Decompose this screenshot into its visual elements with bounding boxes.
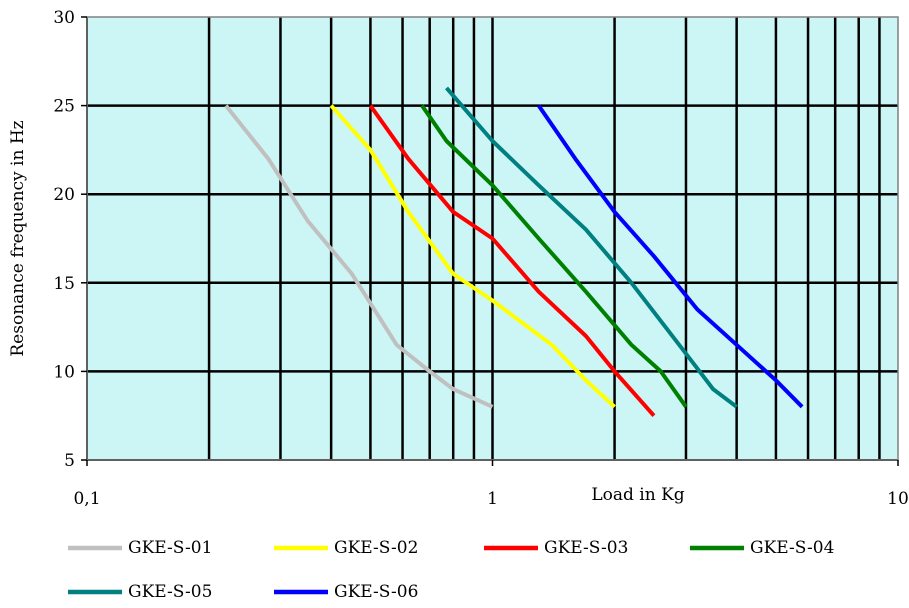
y-tick-label: 20 <box>53 185 75 205</box>
series-line-1 <box>224 104 494 409</box>
series-line-4 <box>420 104 688 408</box>
y-tick-label: 5 <box>64 451 75 471</box>
x-tick-label: 10 <box>887 489 909 509</box>
tick-layer: 5 10 15 20 25 30 0,1 1 10 <box>53 8 908 509</box>
legend: GKE-S-01 GKE-S-02 GKE-S-03 GKE-S-04 GKE-S-05… <box>68 538 834 602</box>
y-axis-label: Resonance frequency in Hz <box>8 120 28 356</box>
legend-label-4: GKE-S-04 <box>750 538 834 558</box>
y-tick-label: 10 <box>53 362 75 382</box>
x-tick-label: 1 <box>487 489 498 509</box>
y-tick-label: 25 <box>53 97 75 117</box>
series-line-3 <box>368 104 656 418</box>
series-layer <box>224 86 804 418</box>
legend-label-5: GKE-S-05 <box>128 582 212 602</box>
legend-label-2: GKE-S-02 <box>334 538 418 558</box>
y-tick-label: 30 <box>53 8 75 28</box>
legend-label-6: GKE-S-06 <box>334 582 418 602</box>
legend-label-3: GKE-S-03 <box>544 538 628 558</box>
series-line-6 <box>537 104 804 409</box>
y-tick-label: 15 <box>53 274 75 294</box>
x-tick-label: 0,1 <box>73 489 100 509</box>
x-axis-label: Load in Kg <box>591 485 684 505</box>
series-line-5 <box>444 86 738 409</box>
series-line-2 <box>329 104 616 409</box>
legend-label-1: GKE-S-01 <box>128 538 212 558</box>
